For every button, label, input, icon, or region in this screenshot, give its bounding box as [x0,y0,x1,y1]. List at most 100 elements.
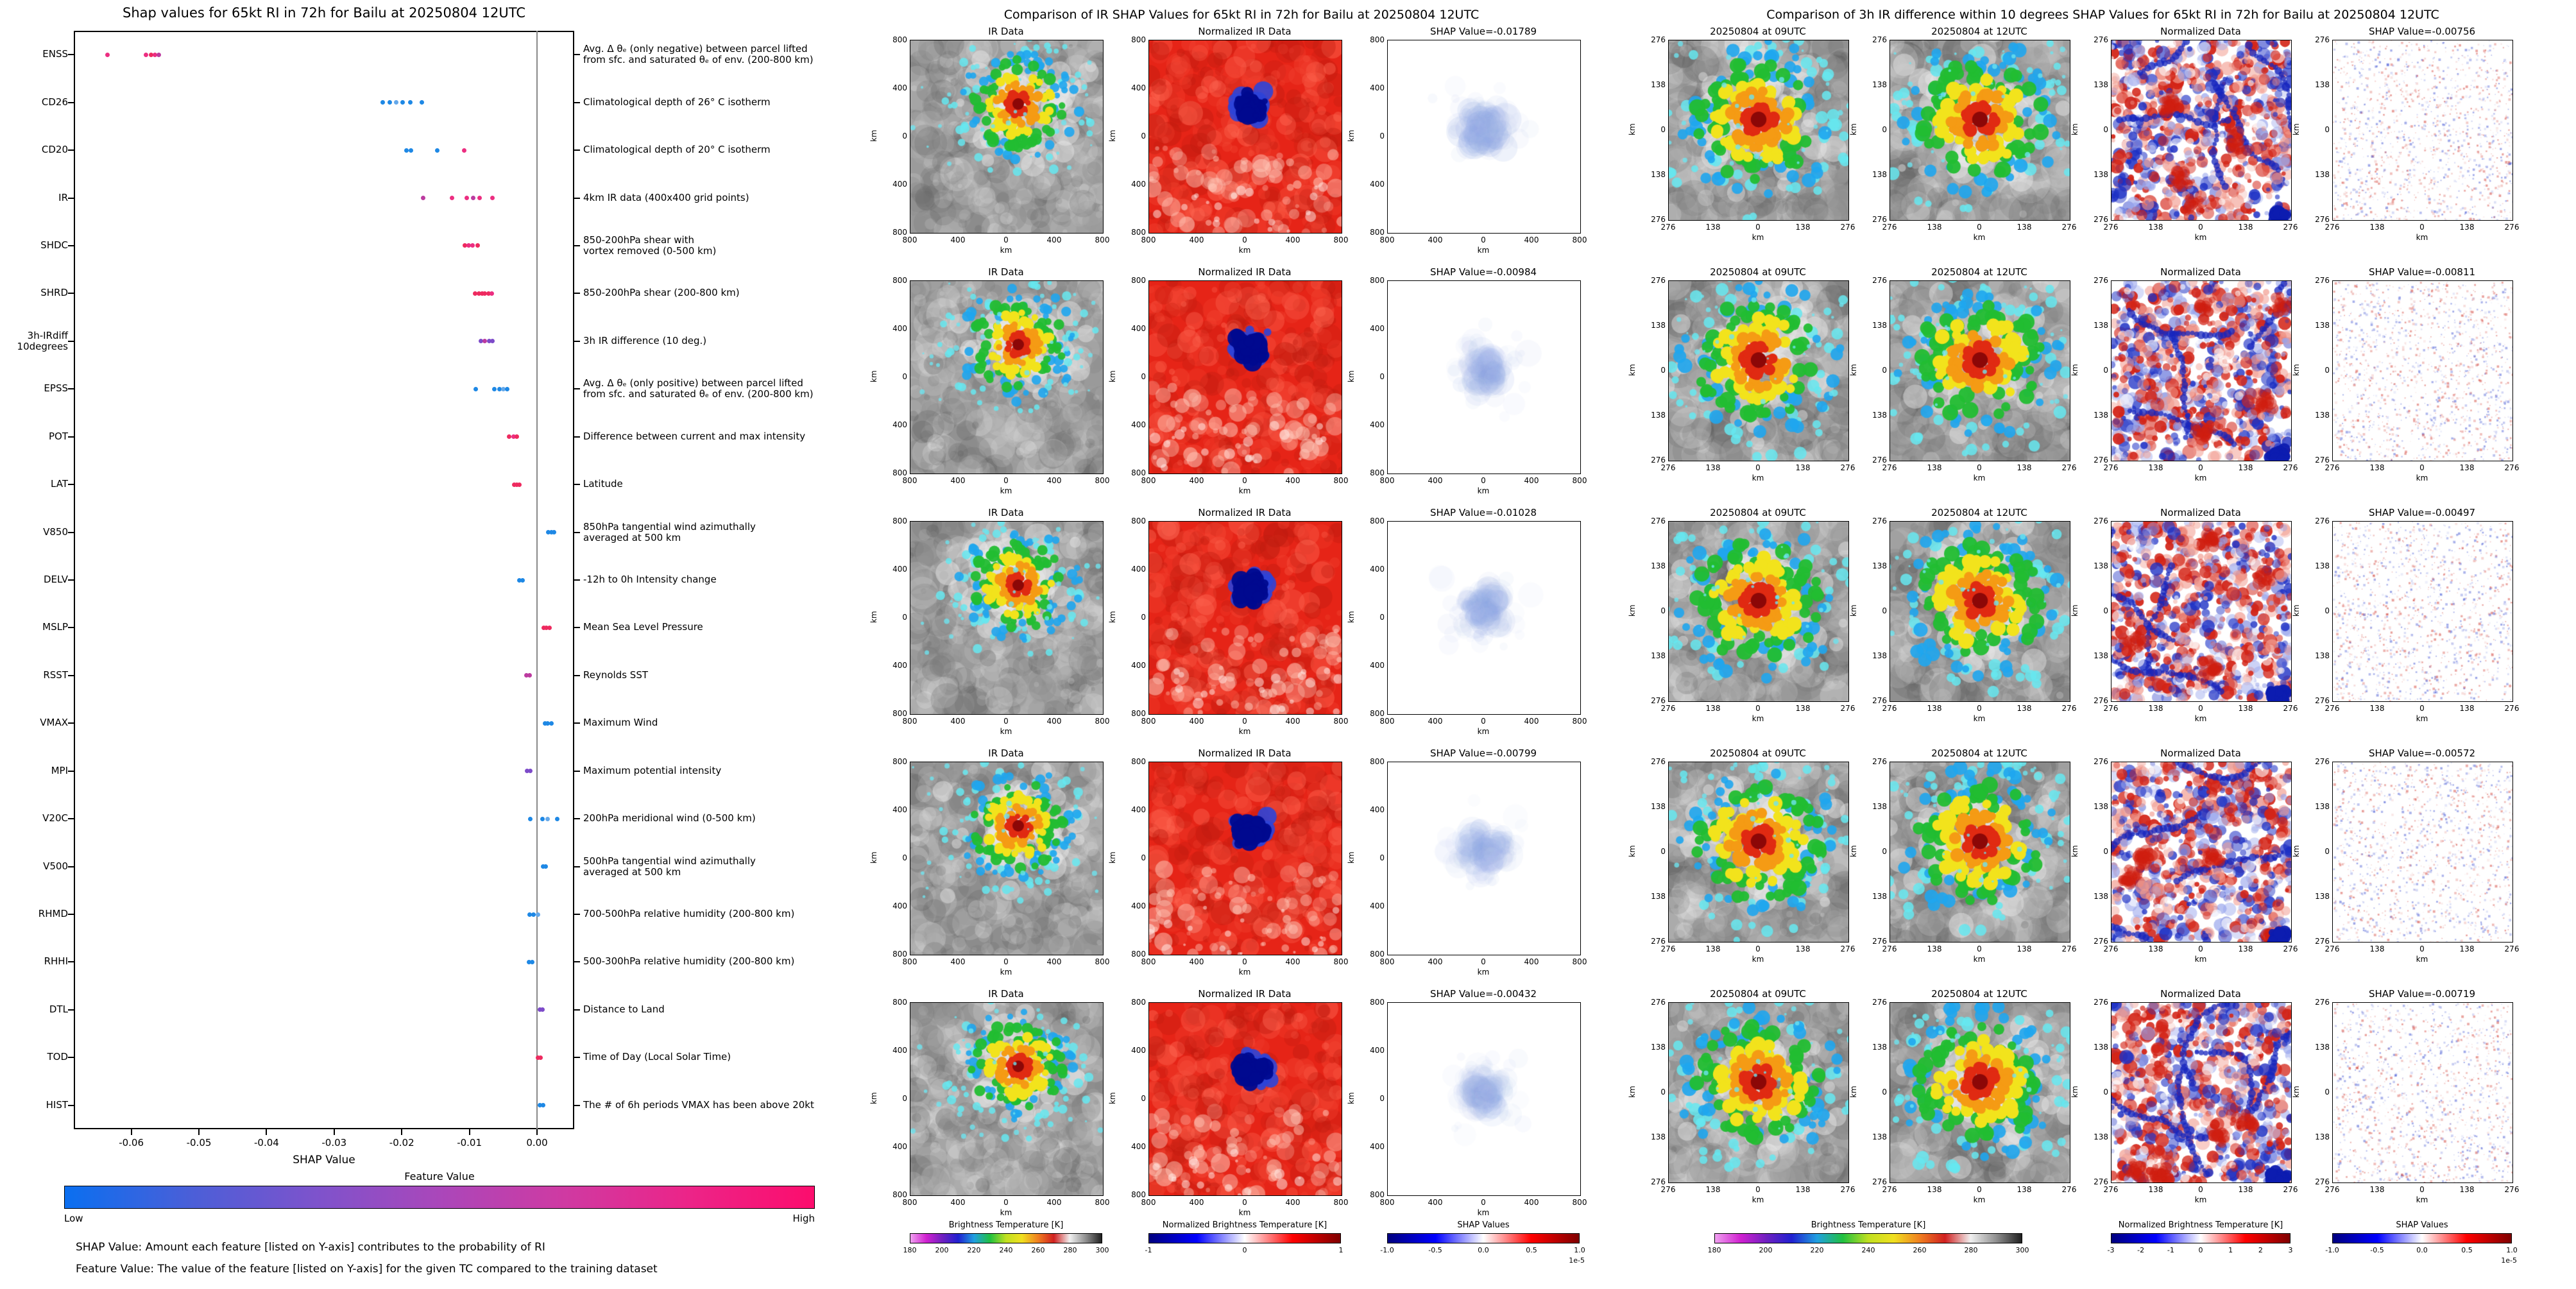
feature-label: EPSS [44,382,68,395]
shap-plot-area [74,31,574,1129]
x-axis-label-km: km [1752,714,1764,723]
feature-description: Climatological depth of 20° C isotherm [583,144,771,156]
y-tick-label: 800 [892,998,907,1007]
shap-point [497,386,502,391]
feature-description: Avg. Δ θₑ (only negative) between parcel… [583,43,814,66]
x-tick-label: 800 [902,957,917,966]
y-tick-label: 138 [2094,170,2108,179]
y-tick-label: 138 [1651,651,1666,660]
x-tick-label: 400 [950,235,966,244]
ir-shap-map-title: SHAP Value=-0.01028 [1429,507,1537,518]
ir-09utc-map-canvas [1668,1002,1849,1183]
y-tick-label: 0 [1882,847,1887,856]
shap-point [105,52,110,57]
shap-point [517,482,522,487]
y-axis-label-km: km [1628,1086,1637,1098]
shap-point [490,196,495,201]
axis-tick [536,1129,538,1135]
colorbar-tick-label: 0 [1242,1246,1247,1254]
left-chart-title: Shap values for 65kt RI in 72h for Bailu… [123,5,525,21]
shap-point [486,291,491,296]
x-tick-label: 0 [1481,957,1486,966]
x-axis-label-km: km [1000,246,1012,255]
brightness-temp-colorbar-title: Brightness Temperature [K] [948,1220,1064,1230]
x-tick-label: 0 [1003,476,1009,485]
x-axis-label-km: km [1477,486,1490,495]
x-tick-label: 400 [1428,717,1443,726]
ir-12utc-map-title: 20250804 at 12UTC [1931,26,2027,37]
x-tick-label: 800 [1095,717,1110,726]
x-tick-label: 138 [1927,1185,1942,1194]
normalized-bt-colorbar-title: Normalized Brightness Temperature [K] [1162,1220,1327,1230]
axis-tick [574,54,580,56]
feature-label: V20C [42,812,68,824]
x-tick-label: 0 [1003,235,1009,244]
feature-description: Mean Sea Level Pressure [583,621,703,633]
x-tick-label: -0.02 [389,1137,414,1148]
x-tick-label: 800 [1572,957,1587,966]
x-axis-label-km: km [2416,714,2428,723]
x-axis-label-km: km [1000,727,1012,736]
x-axis-label-km: km [1238,246,1251,255]
shap-point [400,100,405,105]
feature-description: Climatological depth of 26° C isotherm [583,96,771,108]
colorbar-tick-label: 200 [935,1246,949,1254]
y-tick-label: 0 [2103,1088,2108,1097]
y-axis-label-km: km [1347,611,1356,623]
x-tick-label: 276 [2103,944,2119,953]
feature-value-caption: Feature Value: The value of the feature … [76,1263,658,1276]
x-tick-label: 400 [1524,957,1539,966]
ir-12utc-map-canvas [1889,40,2070,221]
ir-09utc-map-title: 20250804 at 09UTC [1710,507,1806,518]
x-tick-label: 138 [2459,223,2475,232]
y-tick-label: 138 [1651,802,1666,811]
y-tick-label: 138 [2315,411,2330,420]
y-tick-label: 276 [2094,516,2108,525]
x-tick-label: 276 [2324,1185,2340,1194]
y-tick-label: 800 [1370,516,1385,525]
x-axis-label-km: km [1752,233,1764,242]
shap-point [473,386,478,391]
x-tick-label: 276 [1660,944,1676,953]
x-tick-label: 138 [2238,1185,2253,1194]
y-tick-label: 800 [1131,950,1146,959]
colorbar-tick-label: 1 [2228,1246,2233,1254]
ir-shap-map-canvas [1387,521,1581,715]
axis-tick [574,436,580,438]
shap-point [544,625,549,630]
shap-point [540,1007,545,1012]
axis-tick [68,1057,74,1059]
x-tick-label: 0 [1003,1198,1009,1207]
y-tick-label: 0 [2324,366,2330,375]
axis-tick [574,722,580,724]
shap-point [500,386,506,391]
y-tick-label: 400 [1370,565,1385,574]
shap-point [530,959,535,964]
y-tick-label: 138 [2094,802,2108,811]
y-tick-label: 138 [2094,892,2108,901]
y-axis-label-km: km [869,1092,878,1104]
x-axis-label-km: km [1752,1195,1764,1204]
feature-description: Latitude [583,478,623,490]
y-tick-label: 800 [892,1190,907,1199]
colorbar-tick-label: -1.0 [2325,1246,2339,1254]
y-tick-label: 276 [2094,937,2108,946]
x-tick-label: 400 [1285,717,1301,726]
y-tick-label: 276 [2315,998,2330,1007]
x-tick-label: 276 [1882,1185,1897,1194]
y-tick-label: 276 [2094,35,2108,44]
y-tick-label: 0 [2103,847,2108,856]
y-tick-label: 276 [1872,757,1887,766]
x-tick-label: 0 [2419,463,2425,472]
shap-plot-axes [74,31,574,1129]
axis-tick [68,101,74,103]
x-tick-label: 400 [1189,235,1204,244]
y-tick-label: 400 [1131,420,1146,429]
y-tick-label: 0 [1379,132,1385,141]
x-tick-label: 138 [2369,944,2385,953]
ir-data-map-canvas [910,280,1104,474]
shap-point [505,386,510,391]
axis-tick [574,149,580,151]
y-tick-label: 276 [1651,276,1666,285]
y-axis-label-km: km [2070,1086,2079,1098]
